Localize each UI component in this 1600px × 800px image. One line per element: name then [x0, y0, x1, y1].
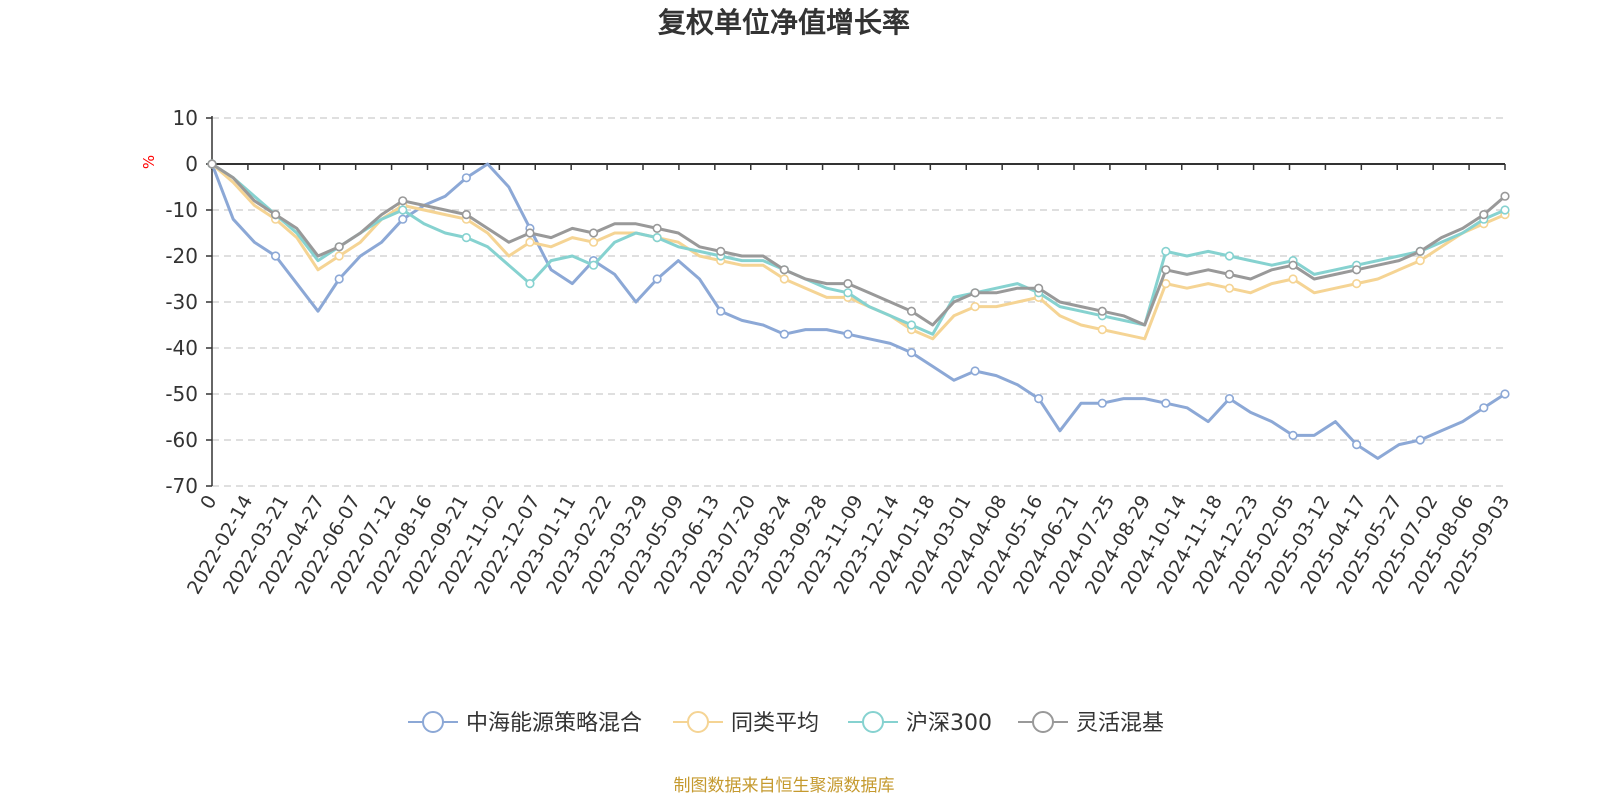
legend-item-0[interactable]: 中海能源策略混合	[408, 711, 642, 736]
data-point	[1500, 389, 1510, 399]
series-3	[207, 159, 1510, 327]
y-tick-label: -10	[165, 198, 198, 222]
series-line	[210, 162, 1507, 341]
y-tick-label: 0	[185, 152, 198, 176]
data-point	[334, 242, 344, 252]
legend-circle-icon	[687, 711, 709, 733]
data-point	[652, 223, 662, 233]
data-point	[1415, 435, 1425, 445]
series-lines	[207, 159, 1510, 460]
legend-item-1[interactable]: 同类平均	[673, 711, 819, 736]
data-point	[1500, 205, 1510, 215]
data-point	[1161, 246, 1171, 256]
data-source-note: 制图数据来自恒生聚源数据库	[674, 776, 895, 796]
data-point	[1479, 210, 1489, 220]
x-tick-label: 0	[196, 492, 221, 513]
data-point	[398, 214, 408, 224]
legend-circle-icon	[422, 711, 444, 733]
data-point	[1288, 274, 1298, 284]
data-point	[588, 228, 599, 238]
data-point	[525, 237, 535, 247]
data-point	[652, 274, 662, 284]
data-point	[270, 210, 281, 220]
data-point	[1097, 306, 1107, 316]
data-point	[1034, 394, 1044, 404]
data-point	[906, 348, 917, 358]
data-point	[1415, 246, 1425, 256]
legend-label: 灵活混基	[1076, 711, 1164, 736]
data-point	[843, 279, 853, 289]
x-axis-tick-labels: 02022-02-142022-03-212022-04-272022-06-0…	[183, 492, 1514, 599]
data-point	[970, 366, 980, 376]
data-point	[906, 320, 917, 330]
y-axis-tick-labels: 10 0 -10 -20 -30 -40 -50 -60 -70	[165, 106, 198, 498]
y-tick-label: -20	[165, 244, 198, 268]
y-tick-label: -40	[165, 336, 198, 360]
series-line	[210, 162, 1507, 336]
data-point	[207, 159, 217, 169]
data-point	[1034, 283, 1044, 293]
data-point	[588, 237, 599, 247]
legend-label: 同类平均	[731, 711, 819, 736]
series-1	[207, 159, 1510, 341]
data-point	[398, 196, 408, 206]
data-point	[1224, 251, 1235, 261]
data-point	[1288, 260, 1298, 270]
series-2	[207, 159, 1510, 336]
data-point	[1415, 256, 1425, 266]
legend[interactable]: 中海能源策略混合 同类平均 沪深300 灵活混基	[408, 711, 1164, 736]
y-axis-unit: %	[140, 155, 158, 169]
legend-item-2[interactable]: 沪深300	[848, 711, 992, 736]
legend-circle-icon	[1032, 711, 1054, 733]
data-point	[1224, 269, 1235, 280]
legend-label: 中海能源策略混合	[466, 711, 642, 736]
y-tick-label: -50	[165, 382, 198, 406]
data-point	[334, 274, 344, 284]
data-point	[779, 329, 789, 339]
data-point	[1352, 265, 1362, 275]
data-point	[1224, 394, 1235, 404]
data-point	[970, 302, 980, 312]
data-point	[1224, 283, 1235, 293]
data-point	[461, 210, 471, 220]
data-point	[843, 288, 853, 298]
data-point	[906, 306, 917, 316]
data-point	[1097, 398, 1107, 408]
data-point	[1161, 398, 1171, 408]
data-point	[652, 233, 662, 243]
data-point	[779, 274, 789, 284]
legend-circle-icon	[862, 711, 884, 733]
data-point	[461, 173, 471, 183]
chart-title: 复权单位净值增长率	[658, 6, 910, 39]
data-point	[1352, 440, 1362, 450]
data-point	[1500, 191, 1510, 201]
data-point	[1097, 325, 1107, 335]
data-point	[334, 251, 344, 261]
data-point	[398, 205, 408, 215]
y-tick-label: -70	[165, 474, 198, 498]
data-point	[716, 306, 726, 316]
legend-item-3[interactable]: 灵活混基	[1018, 711, 1164, 736]
legend-label: 沪深300	[906, 711, 992, 736]
data-point	[461, 233, 471, 243]
data-point	[525, 279, 535, 289]
data-point	[970, 288, 980, 298]
y-tick-label: 10	[173, 106, 198, 130]
data-point	[1352, 279, 1362, 289]
data-point	[588, 260, 599, 270]
y-tick-label: -30	[165, 290, 198, 314]
data-point	[779, 265, 789, 275]
y-tick-label: -60	[165, 428, 198, 452]
data-point	[1161, 265, 1171, 275]
data-point	[843, 329, 853, 339]
data-point	[1288, 430, 1298, 441]
data-point	[716, 246, 726, 256]
data-point	[525, 228, 535, 238]
data-point	[270, 251, 281, 261]
data-point	[1479, 403, 1489, 413]
